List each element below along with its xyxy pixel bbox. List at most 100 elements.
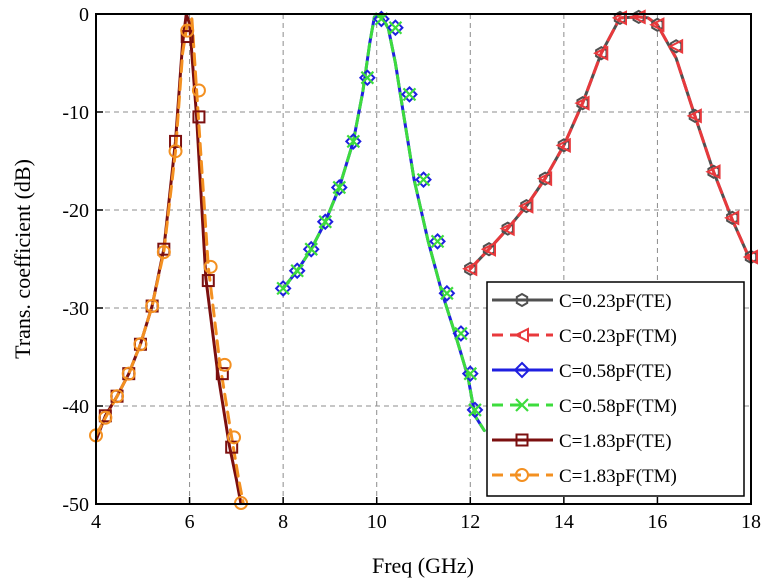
circle-marker <box>145 299 160 314</box>
x-marker <box>454 326 468 341</box>
diamond-marker <box>429 232 446 250</box>
legend-box <box>486 281 745 497</box>
x-marker <box>360 70 375 85</box>
square-marker <box>169 134 183 148</box>
legend-label-3: C=0.58pF(TM) <box>559 396 677 417</box>
x-tick-label: 16 <box>647 511 667 533</box>
circle-marker <box>121 366 136 381</box>
x-tick-label: 8 <box>278 511 288 533</box>
diamond-marker <box>344 132 362 150</box>
diamond-marker <box>452 325 470 342</box>
series-line-3 <box>281 14 486 432</box>
x-marker <box>318 214 333 229</box>
square-marker <box>215 367 229 381</box>
circle-marker <box>156 245 171 260</box>
circle-marker <box>133 337 148 352</box>
diamond-marker <box>288 262 306 280</box>
axis-ticks <box>95 13 752 505</box>
triangle-marker <box>705 164 721 180</box>
x-tick-label: 10 <box>367 511 387 533</box>
diamond-marker <box>466 401 484 419</box>
x-tick-label: 18 <box>741 511 761 533</box>
circle-marker <box>217 357 232 372</box>
series-line-2 <box>281 14 486 432</box>
diamond-marker <box>461 365 479 383</box>
series-line-0 <box>468 15 751 271</box>
circle-marker <box>98 410 113 425</box>
y-tick-labels: 0 -10 -20 -30 -40 -50 <box>62 4 89 516</box>
x-axis-label: Freq (GHz) <box>372 553 474 578</box>
legend-label-0: C=0.23pF(TE) <box>559 291 672 312</box>
x-marker <box>290 263 304 278</box>
y-axis-label: Trans. coefficient (dB) <box>10 159 35 359</box>
diamond-marker <box>316 213 334 231</box>
diamond-marker <box>401 85 418 103</box>
hexagon-marker <box>515 292 529 308</box>
circle-marker <box>227 430 242 445</box>
series-line-4 <box>96 14 243 504</box>
x-marker <box>515 398 529 412</box>
triangle-marker <box>462 261 478 277</box>
square-marker <box>192 110 206 124</box>
x-marker <box>276 281 290 296</box>
triangle-marker <box>667 38 684 54</box>
circle-marker <box>180 23 195 38</box>
triangle-marker <box>724 210 740 226</box>
square-marker <box>225 440 239 454</box>
diamond-marker <box>513 361 531 379</box>
diamond-marker <box>438 284 456 302</box>
diamond-marker <box>274 279 292 297</box>
triangle-marker <box>499 221 515 237</box>
x-tick-label: 6 <box>185 511 195 533</box>
square-marker <box>201 274 215 288</box>
x-marker <box>468 403 482 417</box>
y-tick-label: 0 <box>79 4 89 26</box>
x-marker <box>402 87 417 102</box>
legend-label-4: C=1.83pF(TE) <box>559 431 672 452</box>
triangle-marker <box>593 45 609 61</box>
diamond-marker <box>358 69 376 87</box>
x-marker <box>332 180 347 195</box>
legend-label-2: C=0.58pF(TE) <box>559 361 672 382</box>
circle-marker <box>515 468 529 482</box>
triangle-marker <box>536 171 553 187</box>
circle-marker <box>203 259 218 274</box>
triangle-marker <box>574 95 590 111</box>
y-tick-label: -10 <box>62 102 89 124</box>
diamond-marker <box>302 240 320 258</box>
series-line-5 <box>96 17 245 504</box>
legend-label-1: C=0.23pF(TM) <box>559 326 677 347</box>
diamond-marker <box>330 179 348 196</box>
diamond-marker <box>387 19 404 37</box>
legend: C=0.23pF(TE) C=0.23pF(TM) C=0.58pF(TE) C=0.… <box>486 281 745 497</box>
triangle-marker <box>518 198 534 214</box>
y-tick-label: -20 <box>62 200 89 222</box>
series-line-1 <box>468 15 751 271</box>
circle-marker <box>168 144 183 159</box>
diamond-marker <box>415 171 432 189</box>
x-marker <box>416 172 431 187</box>
x-marker <box>388 20 403 35</box>
x-marker <box>346 134 361 149</box>
y-tick-label: -50 <box>62 494 89 516</box>
legend-label-5: C=1.83pF(TM) <box>559 466 677 487</box>
triangle-marker <box>555 137 571 153</box>
x-marker <box>440 286 454 301</box>
x-tick-label: 14 <box>554 511 574 533</box>
y-tick-label: -40 <box>62 396 89 418</box>
plot-frame <box>95 13 752 505</box>
y-tick-label: -30 <box>62 298 89 320</box>
square-marker <box>180 30 194 44</box>
diamond-marker <box>372 10 390 28</box>
triangle-marker <box>513 327 529 343</box>
triangle-marker <box>686 108 702 124</box>
square-marker <box>515 433 529 447</box>
x-marker <box>304 242 318 256</box>
x-marker <box>430 234 445 249</box>
triangle-marker <box>649 17 665 33</box>
x-tick-label: 12 <box>460 511 480 533</box>
x-marker <box>463 366 478 381</box>
x-tick-label: 4 <box>91 511 101 533</box>
triangle-marker <box>480 241 496 257</box>
